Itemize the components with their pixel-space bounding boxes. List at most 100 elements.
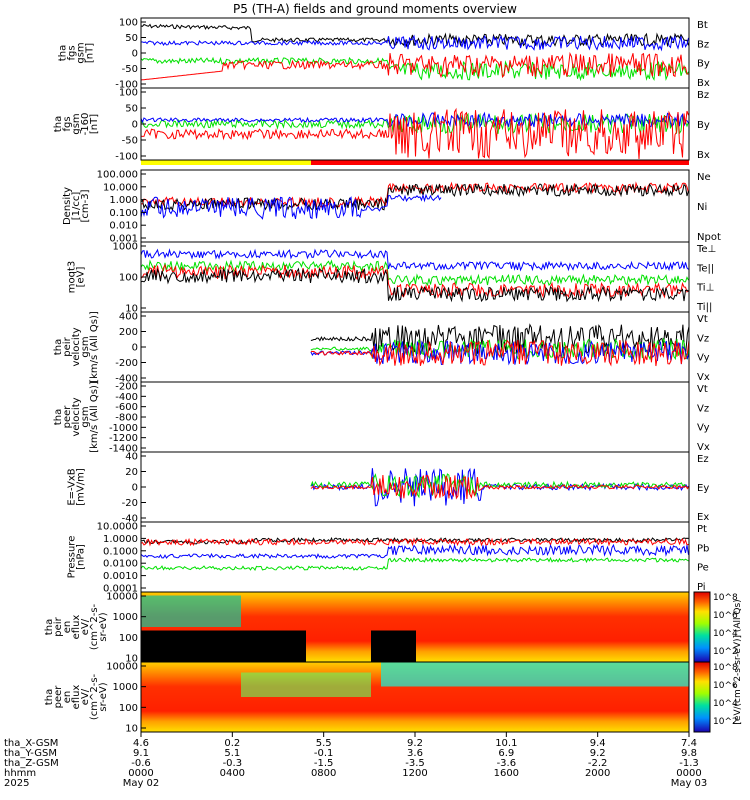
y-axis-label-line: peir xyxy=(62,336,73,356)
x-tick-date: May 02 xyxy=(123,778,160,789)
y-tick-label: 1.000 xyxy=(109,195,138,206)
x-tick-hhmm: 0400 xyxy=(220,768,245,779)
y-tick-label: 0 xyxy=(132,483,138,494)
y-axis-label-line: [eV] xyxy=(76,267,87,288)
x-tick-x: 9.2 xyxy=(407,738,423,749)
legend-pt: Pt xyxy=(697,524,707,535)
y-tick-label: 100 xyxy=(119,88,138,99)
y-tick-label: 50 xyxy=(125,33,138,44)
x-tick-x: 4.6 xyxy=(133,738,149,749)
y-axis-label-line: gsm xyxy=(80,336,91,357)
y-tick-label: 0.0010 xyxy=(103,571,138,582)
y-axis-label-line: velocity xyxy=(71,327,82,366)
x-axis-row-label: 2025 xyxy=(4,778,29,789)
legend-vt: Vt xyxy=(697,384,708,395)
y-axis-label-line: gsm xyxy=(76,42,87,63)
y-tick-label: 10.000 xyxy=(103,182,138,193)
y-tick-label: 50 xyxy=(125,104,138,115)
legend-bt: Bt xyxy=(697,20,708,31)
y-axis-label: thapeerenefluxeV/(cm^2-s-sr-eV) xyxy=(44,673,109,720)
trace-Ey xyxy=(310,473,689,499)
y-axis-label-line: peer xyxy=(53,685,64,709)
y-axis-label-line: Density xyxy=(62,187,73,225)
legend-pb: Pb xyxy=(697,543,709,554)
y-tick-label: -100 xyxy=(115,152,138,163)
y-tick-label: 0 xyxy=(132,49,138,60)
y-axis-label: thapeirvelocitygsm[km/s (All Qs)] xyxy=(53,311,100,383)
y-tick-label: 0 xyxy=(132,343,138,354)
y-axis-label-line: [cm-3] xyxy=(80,189,91,222)
y-tick-label: 0 xyxy=(132,120,138,131)
trace-Ni xyxy=(140,183,689,212)
colorbar-tick-label: 10^6 xyxy=(713,681,738,691)
y-tick-label: 10 xyxy=(125,304,138,315)
legend-ni: Ni xyxy=(697,202,707,213)
legend-bx: Bx xyxy=(697,78,710,89)
x-tick-z: -2.2 xyxy=(588,758,608,769)
trace-Te-perp-black xyxy=(140,267,689,303)
y-axis-label-line: [nT] xyxy=(89,114,100,134)
y-tick-label: 10000 xyxy=(106,662,138,673)
y-tick-label: 100.000 xyxy=(97,170,138,181)
y-axis-label-line: en xyxy=(62,621,73,634)
y-tick-label: 20 xyxy=(125,467,138,478)
y-tick-label: -1400 xyxy=(109,444,138,455)
y-axis-label-line: [nT] xyxy=(85,43,96,63)
legend-bz: Bz xyxy=(697,39,709,50)
y-tick-label: -100 xyxy=(115,80,138,91)
legend-te--: Te|| xyxy=(696,263,714,274)
y-axis-label-line: [km/s (All Qs)] xyxy=(89,381,100,453)
x-tick-hhmm: 0800 xyxy=(311,768,336,779)
x-tick-y: 5.1 xyxy=(224,748,240,759)
y-axis-label-line: sr-eV) xyxy=(98,682,109,711)
legend-vx: Vx xyxy=(697,442,710,453)
trace-Te-par xyxy=(140,248,689,272)
y-tick-label: -400 xyxy=(115,392,138,403)
y-axis-label-line: peer xyxy=(62,405,73,429)
spectrogram-gap-region xyxy=(141,630,306,662)
y-axis-label-line: peir xyxy=(53,616,64,636)
y-axis-label-line: E=-VxB xyxy=(67,468,78,505)
x-tick-hhmm: 0000 xyxy=(128,768,153,779)
y-axis-label: Pressure[nPa] xyxy=(67,536,87,579)
y-tick-label: 100 xyxy=(119,633,138,644)
orbit-region-bar-yellow xyxy=(141,160,311,165)
x-tick-y: -0.1 xyxy=(314,748,334,759)
y-tick-label: 1.0000 xyxy=(103,534,138,545)
y-tick-label: 0.010 xyxy=(109,221,138,232)
y-tick-label: 100 xyxy=(119,703,138,714)
y-axis-label-line: tha xyxy=(53,409,64,425)
x-tick-x: 0.2 xyxy=(224,738,240,749)
x-tick-y: 3.6 xyxy=(407,748,423,759)
x-tick-date: May 03 xyxy=(671,778,708,789)
trace-Pe xyxy=(140,556,689,571)
trace-Bz xyxy=(140,107,689,160)
x-tick-z: -0.6 xyxy=(131,758,151,769)
trace-Pb xyxy=(140,537,689,547)
y-axis-label-line: tha xyxy=(58,45,69,61)
legend-ne: Ne xyxy=(697,172,711,183)
y-axis-label-line: tha xyxy=(44,689,55,705)
y-axis-label: moqt3[eV] xyxy=(67,261,87,294)
y-tick-label: 0.0001 xyxy=(103,584,138,595)
x-axis: tha_X-GSMtha_Y-GSMtha_Z-GSMhhmm20254.69.… xyxy=(4,732,707,789)
x-tick-hhmm: 0000 xyxy=(676,768,701,779)
y-axis-label-line: [nPa] xyxy=(76,544,87,570)
legend-by: By xyxy=(697,120,710,131)
x-tick-z: -1.5 xyxy=(314,758,334,769)
y-tick-label: -40 xyxy=(122,514,138,525)
x-tick-x: 9.4 xyxy=(590,738,606,749)
spectrogram-gap-region xyxy=(371,630,416,662)
legend-vy: Vy xyxy=(697,423,710,434)
y-tick-label: 100 xyxy=(119,18,138,29)
y-axis-label-line: tha xyxy=(53,339,64,355)
x-tick-y: 6.9 xyxy=(498,748,514,759)
y-tick-label: -1200 xyxy=(109,433,138,444)
colorbar-label: [eV/(cm^2-s-sr-eV)] (All Qs) xyxy=(733,599,743,724)
legend-ti--: Ti|| xyxy=(696,302,712,313)
y-tick-label: 0.1000 xyxy=(103,546,138,557)
x-tick-z: -1.3 xyxy=(679,758,699,769)
legend-vy: Vy xyxy=(697,353,710,364)
y-tick-label: 0.001 xyxy=(109,234,138,245)
x-tick-x: 10.1 xyxy=(495,738,517,749)
